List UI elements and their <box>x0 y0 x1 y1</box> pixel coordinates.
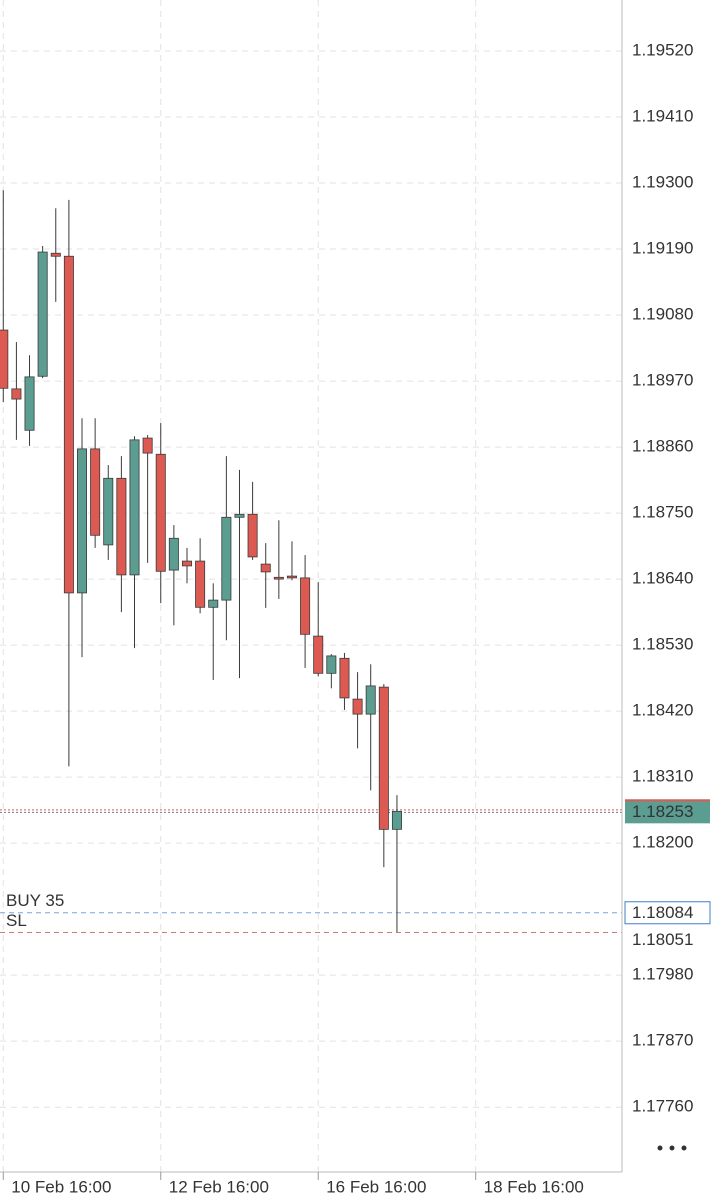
y-tick-label: 1.17760 <box>632 1097 693 1116</box>
price-tag-label: 1.18253 <box>632 802 693 821</box>
y-tick-label: 1.17980 <box>632 965 693 984</box>
menu-dot <box>657 1145 663 1151</box>
y-tick-label: 1.18750 <box>632 503 693 522</box>
candle-body <box>352 698 363 715</box>
candle-body <box>77 448 88 594</box>
y-tick-label: 1.17870 <box>632 1031 693 1050</box>
candle-body <box>129 439 140 576</box>
candle-body <box>195 560 206 608</box>
candle-body <box>247 513 258 558</box>
order-tag <box>624 901 711 925</box>
candle-body <box>50 252 61 257</box>
x-tick-label: 12 Feb 16:00 <box>169 1177 269 1196</box>
candle-body <box>116 477 127 576</box>
candle-body <box>155 453 166 572</box>
candle-body <box>24 376 35 431</box>
candle-body <box>260 563 271 573</box>
candle-body <box>339 657 350 699</box>
y-tick-label: 1.19520 <box>632 40 693 59</box>
candle-body <box>208 599 219 608</box>
x-tick-label: 18 Feb 16:00 <box>484 1177 584 1196</box>
candle-body <box>300 577 311 635</box>
order-line-label: BUY 35 <box>6 891 64 910</box>
y-tick-label: 1.18530 <box>632 635 693 654</box>
plot-area <box>0 190 402 932</box>
order-tag-label: 1.18084 <box>632 903 693 922</box>
y-tick-label: 1.19300 <box>632 173 693 192</box>
x-tick-label: 10 Feb 16:00 <box>11 1177 111 1196</box>
y-tick-label: 1.19080 <box>632 305 693 324</box>
y-tick-label: 1.19190 <box>632 239 693 258</box>
candle-body <box>286 575 297 579</box>
candle-body <box>365 685 376 715</box>
y-tick-label: 1.18860 <box>632 437 693 456</box>
y-tick-label: 1.18310 <box>632 767 693 786</box>
order-line-label: SL <box>6 911 27 930</box>
y-tick-label: 1.18420 <box>632 701 693 720</box>
candle-body <box>273 576 284 580</box>
candle-body <box>313 635 324 674</box>
menu-dot <box>681 1145 687 1151</box>
price-tag <box>625 799 710 824</box>
candle-body <box>0 329 9 389</box>
candle-body <box>391 810 402 830</box>
menu-button[interactable] <box>650 1134 694 1162</box>
candle-body <box>103 477 114 546</box>
grid <box>0 0 622 1172</box>
y-tick-label: 1.18640 <box>632 569 693 588</box>
candle-body <box>378 686 389 830</box>
candle-body <box>142 437 153 454</box>
candle-body <box>221 516 232 601</box>
candle-body <box>90 448 101 536</box>
candle-body <box>234 513 245 518</box>
candle-body <box>11 388 22 400</box>
candle-body <box>168 537 179 571</box>
y-tick-label: 1.19410 <box>632 107 693 126</box>
candle-body <box>37 251 48 377</box>
x-tick-label: 16 Feb 16:00 <box>326 1177 426 1196</box>
menu-dot <box>669 1145 675 1151</box>
y-tick-label: 1.18200 <box>632 833 693 852</box>
y-tick-label: 1.18970 <box>632 371 693 390</box>
candle-body <box>326 655 337 674</box>
order-tag-label: 1.18051 <box>632 930 693 949</box>
candle-body <box>182 560 192 567</box>
candle-body <box>63 255 74 594</box>
